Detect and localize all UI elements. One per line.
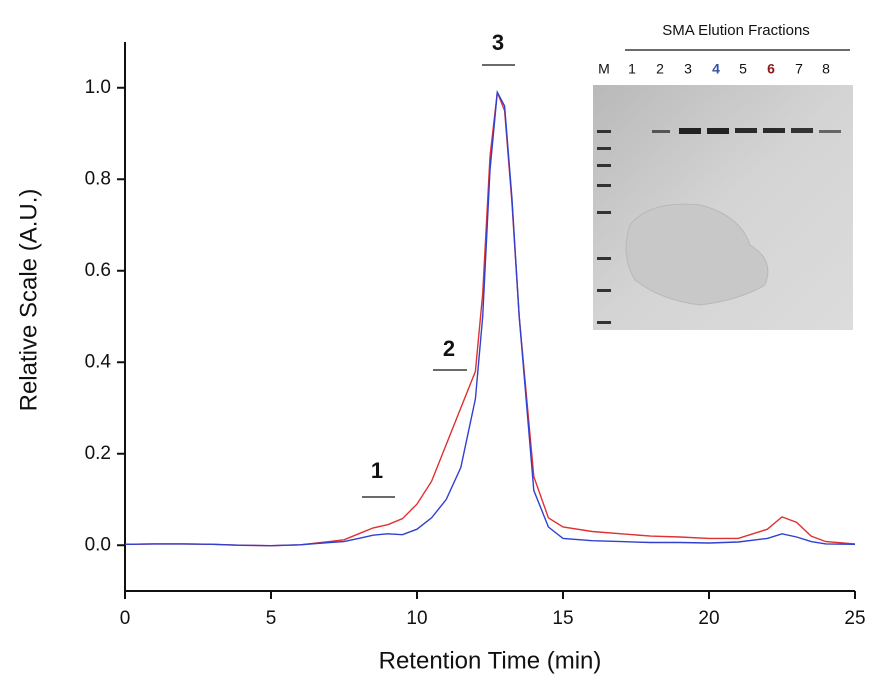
- lane-label: 7: [795, 61, 803, 77]
- peak-label: 1: [371, 458, 383, 483]
- y-tick-label: 0.0: [85, 534, 111, 555]
- peak-label: 3: [492, 30, 504, 55]
- y-tick-label: 0.8: [85, 168, 111, 189]
- gel-bands: [652, 128, 841, 134]
- y-axis-label: Relative Scale (A.U.): [15, 189, 42, 412]
- marker-ladder: [597, 130, 611, 324]
- data-line: [124, 89, 856, 547]
- y-tick-label: 0.4: [85, 351, 112, 372]
- gel-artifact: [625, 203, 769, 306]
- x-tick-label: 20: [698, 608, 719, 629]
- x-tick-label: 15: [552, 608, 573, 629]
- y-tick-label: 1.0: [85, 77, 111, 98]
- x-tick-label: 10: [406, 608, 427, 629]
- lane-label: 8: [822, 61, 830, 77]
- x-axis-label: Retention Time (min): [379, 647, 602, 674]
- y-tick-label: 0.2: [85, 443, 111, 464]
- peak-label: 2: [443, 336, 455, 361]
- lane-label: 5: [739, 61, 747, 77]
- x-tick-label: 5: [266, 608, 277, 629]
- x-tick-label: 0: [120, 608, 131, 629]
- y-tick-label: 0.6: [85, 260, 111, 281]
- inset-title: SMA Elution Fractions: [662, 22, 810, 39]
- lane-label: 2: [656, 61, 664, 77]
- lane-label: M: [598, 61, 610, 77]
- lane-label: 4: [712, 61, 720, 77]
- x-tick-label: 25: [844, 608, 865, 629]
- lane-label: 3: [684, 61, 692, 77]
- lane-label: 1: [628, 61, 636, 77]
- gel-inset: SMA Elution Fractions M 1 2 3 4 5 6 7 8: [593, 22, 853, 330]
- lane-label: 6: [767, 61, 775, 77]
